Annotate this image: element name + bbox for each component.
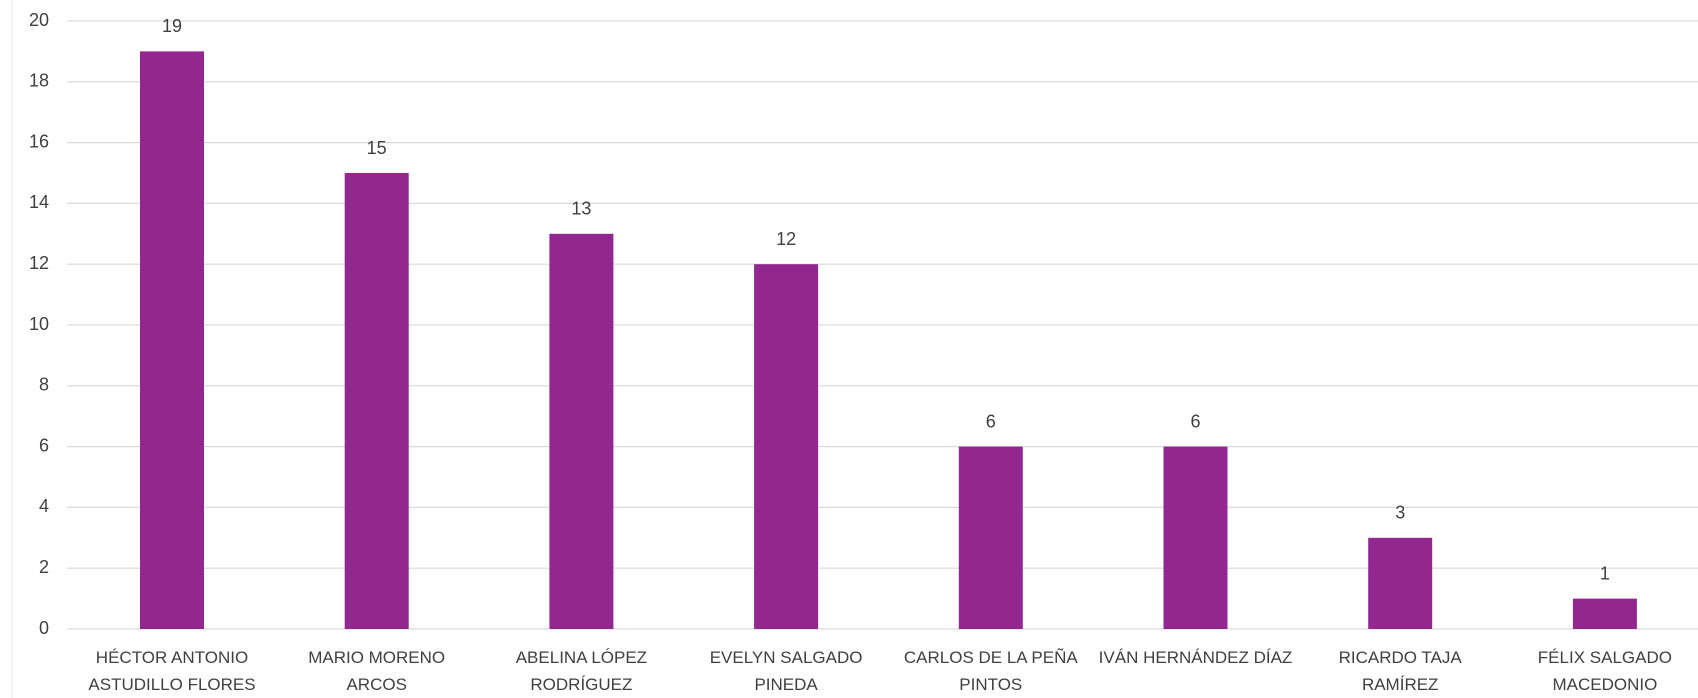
data-label: 3 [1395, 503, 1405, 523]
y-tick-label: 2 [39, 557, 49, 577]
data-label: 19 [162, 16, 182, 36]
y-tick-label: 10 [29, 314, 49, 334]
y-tick-label: 16 [29, 131, 49, 151]
bar [344, 173, 409, 629]
bar [140, 51, 204, 629]
x-tick-label: MARIO MORENO ARCOS [308, 648, 446, 694]
x-tick-label: HÉCTOR ANTONIO ASTUDILLO FLORES [88, 648, 256, 694]
bar [549, 233, 614, 630]
y-tick-label: 18 [29, 71, 49, 91]
y-tick-label: 4 [39, 496, 49, 516]
y-tick-label: 14 [29, 192, 49, 212]
bar [1572, 598, 1637, 629]
y-tick-label: 20 [29, 10, 49, 30]
x-tick-label: RICARDO TAJA RAMÍREZ [1338, 648, 1462, 694]
x-tick-label: CARLOS DE LA PEÑA PINTOS [903, 648, 1078, 694]
x-tick-label: FÉLIX SALGADO MACEDONIO [1537, 648, 1672, 694]
x-tick-label: ABELINA LÓPEZ RODRÍGUEZ [515, 648, 648, 694]
y-tick-label: 8 [39, 375, 49, 395]
bar [1368, 537, 1433, 629]
x-tick-label: EVELYN SALGADO PINEDA [709, 648, 863, 694]
bar [958, 446, 1023, 629]
data-label: 12 [776, 229, 796, 249]
data-label: 6 [986, 411, 996, 431]
y-tick-label: 0 [39, 618, 49, 638]
data-label: 1 [1600, 563, 1610, 583]
x-tick-label: IVÁN HERNÁNDEZ DÍAZ [1098, 648, 1293, 667]
y-tick-label: 12 [29, 253, 49, 273]
bar [1163, 446, 1228, 629]
bar [754, 264, 819, 629]
data-label: 15 [367, 138, 387, 158]
data-label: 13 [571, 199, 591, 219]
y-tick-label: 6 [39, 435, 49, 455]
data-label: 6 [1190, 411, 1200, 431]
